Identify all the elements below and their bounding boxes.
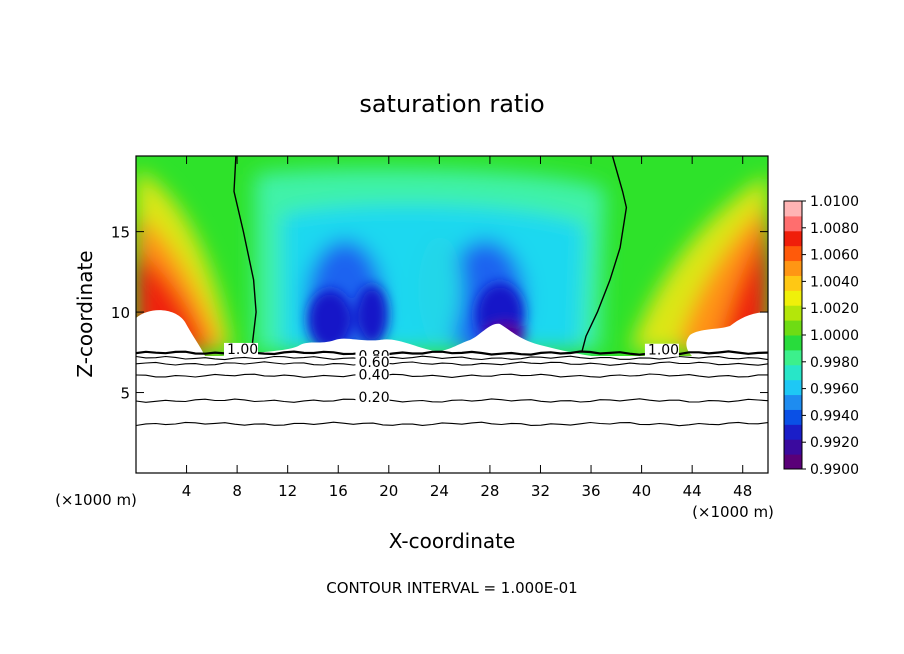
colorbar-label: 1.0100 (810, 194, 859, 210)
contour-label: 0.40 (358, 368, 389, 384)
colorbar-segment (784, 275, 802, 291)
field-white-left (136, 310, 205, 358)
contour-interval-footer: CONTOUR INTERVAL = 1.000E-01 (326, 579, 577, 597)
colorbar-segment (784, 424, 802, 440)
y-tick-label: 15 (111, 224, 130, 242)
colorbar-segment (784, 201, 802, 217)
colorbar-label: 0.9960 (810, 382, 859, 398)
colorbar-label: 0.9900 (810, 462, 859, 478)
colorbar-segment (784, 454, 802, 470)
colorbar-label: 0.9980 (810, 355, 859, 371)
x-unit-left: (×1000 m) (55, 491, 137, 509)
contour-line (136, 355, 768, 361)
colorbar-label: 1.0000 (810, 328, 859, 344)
field-white-right (686, 312, 768, 358)
x-axis-ticks: 4 8 12 16 20 24 28 32 36 40 44 48 (182, 156, 752, 500)
colorbar-label: 0.9940 (810, 408, 859, 424)
colorbar-segment (784, 335, 802, 351)
colorbar-segment (784, 215, 802, 232)
colorbar-segment (784, 290, 802, 306)
x-tick-label: 12 (278, 482, 297, 500)
y-axis-ticks: 5 10 15 (111, 224, 768, 403)
x-tick-label: 8 (232, 482, 242, 500)
colorbar-label: 1.0020 (810, 301, 859, 317)
x-tick-label: 40 (632, 482, 651, 500)
colorbar: 1.0100 1.0080 1.0060 1.0040 1.0020 1.0000 0.99… (783, 194, 859, 478)
contour-label-bg (355, 355, 390, 369)
contour-line (136, 398, 768, 403)
field-cyan-gap (418, 235, 462, 345)
contour-label: 1.00 (648, 343, 679, 359)
colorbar-label: 1.0080 (810, 221, 859, 237)
contour-label: 0.60 (358, 355, 389, 371)
s1-boundary-right (581, 156, 628, 351)
x-tick-label: 48 (733, 482, 752, 500)
colorbar-segment (784, 245, 802, 262)
contour-label: 1.00 (227, 342, 258, 358)
field-deepblue-2 (356, 285, 388, 345)
colorbar-segment (784, 260, 802, 276)
chart-title: saturation ratio (359, 90, 544, 118)
y-tick-label: 5 (120, 385, 130, 403)
x-tick-label: 28 (480, 482, 499, 500)
contour-line (136, 421, 768, 427)
field-right-warm (630, 175, 768, 352)
colorbar-segment (784, 305, 802, 321)
y-tick-label: 10 (111, 304, 130, 322)
colorbar-segment (784, 364, 802, 381)
colorbar-segment (784, 320, 802, 336)
field-deepblue-1 (308, 290, 352, 350)
contour-line (136, 373, 768, 378)
contour-line (136, 361, 768, 366)
colorbar-label: 1.0040 (810, 274, 859, 290)
x-tick-label: 24 (430, 482, 449, 500)
x-tick-label: 4 (182, 482, 192, 500)
saturation-field (136, 156, 768, 473)
contour-label-bg (355, 391, 390, 405)
colorbar-segment (784, 439, 802, 455)
x-unit-right: (×1000 m) (692, 503, 774, 521)
plot-frame (135, 155, 769, 474)
colorbar-label: 1.0060 (810, 248, 859, 264)
colorbar-segment (784, 230, 802, 247)
colorbar-segment (784, 409, 802, 425)
x-tick-label: 44 (683, 482, 702, 500)
colorbar-label: 0.9920 (810, 435, 859, 451)
colorbar-segment (784, 394, 802, 410)
field-surface-layer (136, 356, 768, 473)
contour-label-bg (355, 368, 390, 382)
x-tick-label: 16 (329, 482, 348, 500)
x-tick-label: 36 (581, 482, 600, 500)
contour-label: 0.20 (358, 390, 389, 406)
contour-labels: 1.000.800.600.400.201.00 (224, 342, 679, 406)
contour-label-bg (224, 342, 259, 356)
contour-label-bg (644, 343, 679, 357)
x-tick-label: 20 (379, 482, 398, 500)
y-axis-label: Z-coordinate (73, 250, 97, 377)
x-axis-label: X-coordinate (389, 529, 516, 553)
field-blue-region (255, 168, 605, 360)
plot-area: 1.000.800.600.400.201.00 (136, 156, 768, 473)
colorbar-segment (784, 349, 802, 366)
colorbar-segment (784, 379, 802, 396)
x-tick-label: 32 (531, 482, 550, 500)
